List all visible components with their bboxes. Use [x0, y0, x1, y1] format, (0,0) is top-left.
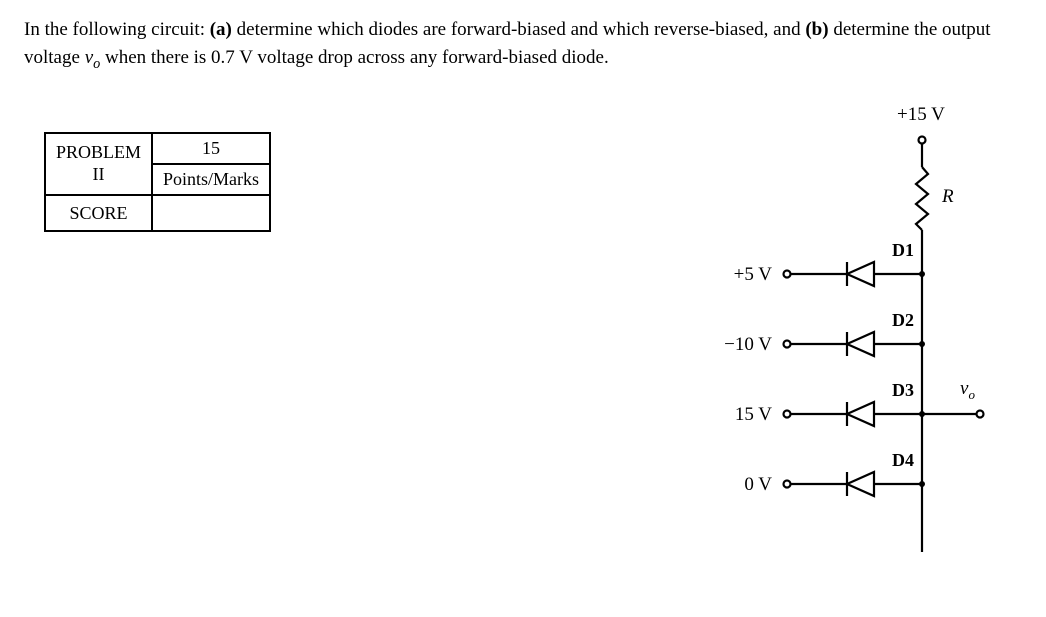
vo-sub: o: [93, 55, 100, 71]
d4-node: [919, 481, 925, 487]
supply-label: +15 V: [897, 104, 945, 125]
branch-d2: −10 V D2: [724, 310, 925, 356]
problem-label-2: II: [56, 164, 141, 186]
branch-d1: +5 V D1: [734, 240, 925, 286]
supply-terminal: [919, 137, 926, 144]
diode-d1-icon: [847, 262, 874, 286]
diode-d3-icon: [847, 402, 874, 426]
part-b-label: (b): [805, 19, 828, 40]
diode-d4-icon: [847, 472, 874, 496]
cell-score-label: SCORE: [45, 195, 152, 231]
d1-terminal: [784, 271, 791, 278]
d4-src-label: 0 V: [744, 474, 772, 495]
d3-src-label: 15 V: [735, 404, 772, 425]
d1-label: D1: [892, 240, 914, 260]
vo-label: vo: [960, 378, 975, 402]
part-a-label: (a): [210, 19, 232, 40]
q-intro: In the following circuit:: [24, 19, 210, 40]
vo-terminal: [977, 411, 984, 418]
resistor-icon: [916, 167, 928, 230]
question-text: In the following circuit: (a) determine …: [24, 16, 1022, 74]
d3-terminal: [784, 411, 791, 418]
R-label: R: [941, 186, 954, 207]
d4-label: D4: [892, 450, 914, 470]
part-a-text: determine which diodes are forward-biase…: [237, 19, 806, 40]
branch-d4: 0 V D4: [744, 450, 925, 496]
d1-src-label: +5 V: [734, 264, 773, 285]
diode-d2-icon: [847, 332, 874, 356]
cell-problem: PROBLEM II: [45, 133, 152, 195]
branch-d3: 15 V D3 vo: [735, 378, 984, 426]
problem-label-1: PROBLEM: [56, 142, 141, 164]
d1-node: [919, 271, 925, 277]
d2-src-label: −10 V: [724, 334, 772, 355]
part-b-text-2: when there is 0.7 V voltage drop across …: [105, 47, 609, 68]
d2-label: D2: [892, 310, 914, 330]
cell-points-value: 15: [152, 133, 270, 164]
cell-points-label: Points/Marks: [152, 164, 270, 195]
score-table: PROBLEM II 15 Points/Marks SCORE: [44, 132, 271, 232]
cell-score-value: [152, 195, 270, 231]
d2-terminal: [784, 341, 791, 348]
d4-terminal: [784, 481, 791, 488]
content-row: PROBLEM II 15 Points/Marks SCORE +15 V: [24, 102, 1022, 598]
d3-label: D3: [892, 380, 914, 400]
d2-node: [919, 341, 925, 347]
circuit-diagram: +15 V R +5 V: [642, 102, 1002, 598]
circuit-svg: +15 V R +5 V: [642, 102, 1002, 592]
vo-var: v: [85, 47, 93, 68]
